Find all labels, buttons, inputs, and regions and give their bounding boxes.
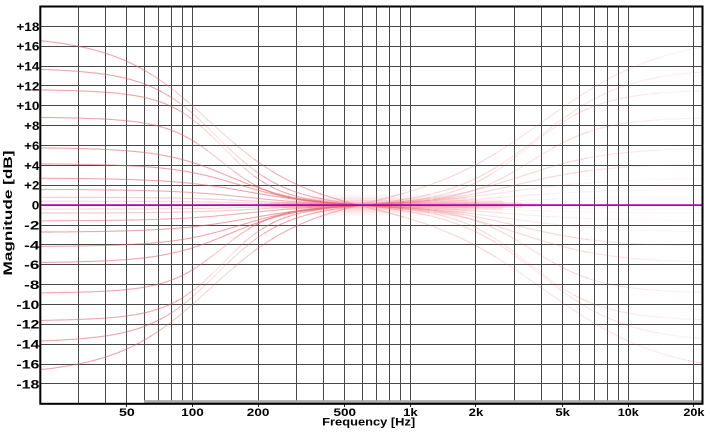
- svg-text:50: 50: [119, 407, 135, 419]
- svg-text:-12: -12: [16, 318, 39, 332]
- svg-text:-4: -4: [24, 238, 40, 252]
- svg-text:0: 0: [32, 199, 40, 213]
- svg-text:-16: -16: [16, 358, 39, 372]
- svg-text:+14: +14: [16, 60, 39, 74]
- svg-text:200: 200: [247, 407, 270, 419]
- svg-text:1k: 1k: [403, 407, 419, 419]
- svg-text:5k: 5k: [555, 407, 571, 419]
- svg-text:+12: +12: [16, 79, 39, 93]
- svg-text:+18: +18: [16, 20, 39, 34]
- svg-text:20k: 20k: [683, 407, 705, 419]
- svg-text:-6: -6: [24, 258, 40, 272]
- svg-text:10k: 10k: [618, 407, 640, 419]
- svg-text:Magnitude [dB]: Magnitude [dB]: [1, 150, 15, 275]
- svg-text:500: 500: [334, 407, 357, 419]
- svg-text:+6: +6: [24, 139, 39, 153]
- svg-text:+2: +2: [24, 179, 39, 193]
- svg-text:+10: +10: [16, 99, 39, 113]
- svg-text:-14: -14: [16, 338, 39, 352]
- svg-text:-2: -2: [24, 218, 40, 232]
- svg-text:-10: -10: [16, 298, 39, 312]
- svg-text:Frequency [Hz]: Frequency [Hz]: [322, 417, 415, 429]
- svg-text:100: 100: [181, 407, 204, 419]
- svg-text:+4: +4: [24, 159, 39, 173]
- svg-text:+8: +8: [24, 119, 39, 133]
- svg-text:+16: +16: [16, 40, 39, 54]
- svg-text:-18: -18: [16, 377, 39, 391]
- svg-text:-8: -8: [24, 278, 40, 292]
- svg-text:2k: 2k: [469, 407, 485, 419]
